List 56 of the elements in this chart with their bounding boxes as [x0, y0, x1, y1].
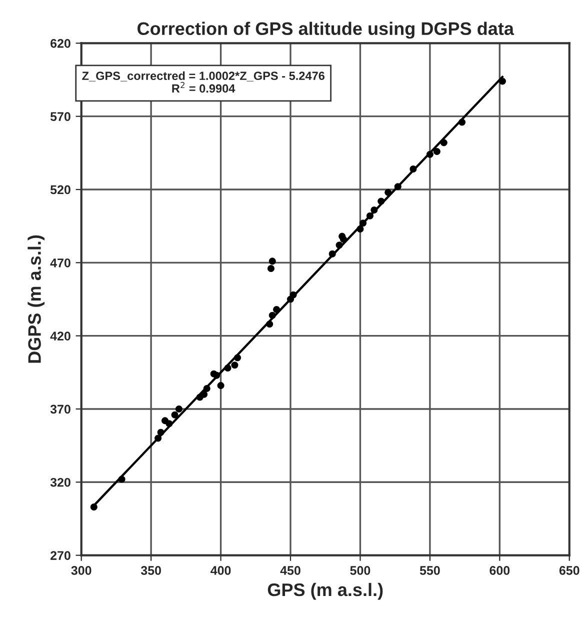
- point: [266, 320, 274, 328]
- point: [90, 504, 98, 511]
- point: [224, 364, 232, 372]
- chart-title: Correction of GPS altitude using DGPS data: [138, 22, 514, 39]
- point: [328, 250, 336, 258]
- y-tick-label: 470: [50, 258, 70, 268]
- x-tick-label: 450: [280, 566, 300, 575]
- point: [171, 411, 178, 418]
- point: [366, 212, 374, 220]
- point: [356, 225, 364, 233]
- point: [378, 198, 385, 205]
- point: [370, 206, 378, 214]
- point: [166, 420, 173, 428]
- point: [410, 166, 417, 173]
- x-tick-label: 650: [559, 566, 580, 575]
- point: [213, 372, 220, 379]
- point: [359, 220, 367, 227]
- point: [384, 188, 392, 196]
- point: [394, 183, 402, 190]
- y-tick-label: 420: [50, 332, 70, 340]
- point: [458, 118, 466, 126]
- point: [336, 242, 343, 249]
- point: [290, 291, 297, 298]
- point: [175, 405, 182, 412]
- x-axis-title: GPS (m a.s.l.): [268, 582, 383, 600]
- point: [440, 139, 448, 146]
- point: [200, 390, 208, 398]
- point: [231, 362, 238, 369]
- point: [154, 434, 162, 442]
- x-tick-label: 600: [490, 566, 510, 575]
- y-tick-label: 570: [50, 112, 70, 121]
- x-tick-label: 350: [140, 566, 161, 575]
- point: [118, 476, 126, 483]
- y-tick-label: 370: [50, 404, 70, 414]
- point: [433, 148, 440, 155]
- point: [268, 258, 276, 265]
- y-tick-label: 320: [50, 478, 70, 487]
- y-tick-label: 520: [50, 185, 70, 194]
- y-tick-label: 270: [50, 551, 70, 560]
- point: [203, 384, 210, 392]
- point: [157, 428, 164, 436]
- point: [268, 312, 276, 319]
- x-tick-label: 500: [350, 566, 370, 575]
- y-axis-title: DGPS (m a.s.l.): [28, 235, 45, 363]
- annotation: Z_GPS_correctred = 1.0002*Z_GPS - 5.2476 R$^{2}$ = 0.9904: [82, 71, 324, 93]
- point: [498, 78, 506, 85]
- point: [234, 354, 242, 362]
- point: [217, 382, 224, 390]
- point: [338, 232, 346, 240]
- x-tick-label: 300: [71, 566, 92, 575]
- point: [273, 306, 280, 314]
- point: [426, 150, 434, 158]
- y-tick-label: 620: [50, 38, 70, 48]
- x-tick-label: 400: [210, 566, 231, 575]
- x-tick-label: 550: [420, 566, 440, 575]
- point: [267, 265, 274, 272]
